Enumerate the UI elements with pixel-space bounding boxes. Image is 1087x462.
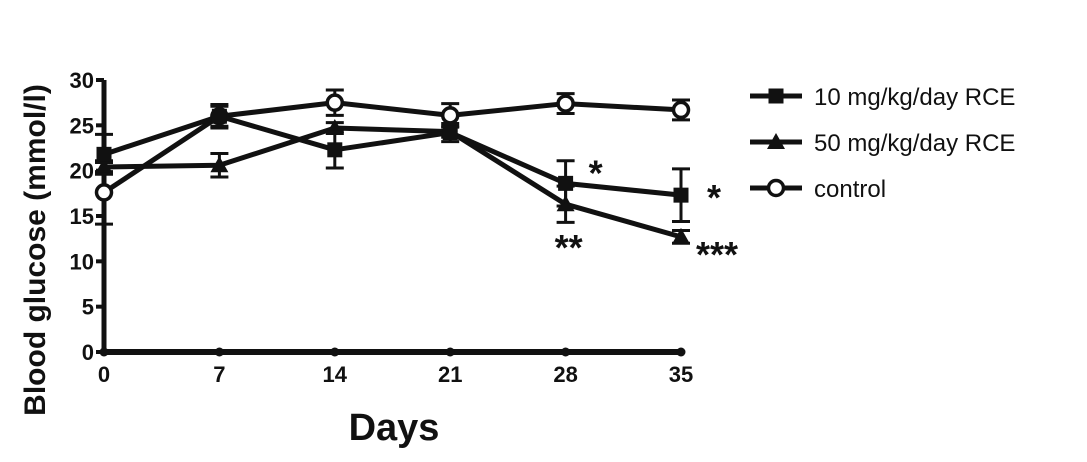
legend-item-triangle: 50 mg/kg/day RCE	[750, 130, 1015, 157]
y-tick-label: 15	[70, 204, 94, 229]
legend-marker	[766, 178, 786, 198]
x-axis-title: Days	[349, 407, 440, 449]
x-tick	[561, 347, 571, 357]
y-tick-label: 30	[70, 68, 94, 93]
x-tick	[330, 347, 340, 357]
legend-marker	[768, 88, 784, 104]
annotation-layer: **** ***	[555, 152, 738, 274]
x-tick-label: 7	[213, 362, 225, 387]
data-point	[558, 175, 574, 191]
legend-marker	[767, 133, 785, 149]
x-tick-label: 35	[669, 362, 693, 387]
y-tick-label: 5	[82, 295, 94, 320]
y-tick-label: 0	[82, 340, 94, 365]
data-point	[325, 93, 345, 112]
y-tick-label: 25	[70, 113, 94, 138]
series-line	[102, 100, 682, 195]
series-line	[103, 113, 682, 198]
data-point	[210, 156, 229, 173]
data-point	[442, 125, 458, 141]
data-point	[672, 227, 690, 244]
data-point	[327, 142, 343, 158]
legend-label: 50 mg/kg/day RCE	[814, 130, 1015, 157]
significance-marker: *	[589, 152, 603, 193]
y-tick-label: 10	[70, 249, 94, 274]
axes: 0 5 10 15 20 25 30 0 7 14 21 28 35	[70, 68, 694, 387]
data-point	[556, 94, 575, 113]
x-tick-label: 14	[323, 362, 348, 387]
legend-label: 10 mg/kg/day RCE	[814, 84, 1015, 111]
legend-label: control	[814, 176, 886, 203]
legend-item-circle: control	[750, 176, 886, 203]
data-point	[94, 183, 114, 202]
data-point	[440, 106, 460, 125]
data-point	[673, 187, 689, 203]
x-tick-label: 28	[553, 362, 577, 387]
x-tick	[445, 347, 455, 357]
x-tick	[99, 347, 109, 357]
x-tick-label: 0	[98, 362, 110, 387]
data-point	[211, 108, 227, 124]
significance-marker: **	[555, 227, 583, 268]
x-tick-label: 21	[438, 362, 462, 387]
series-layer	[94, 88, 691, 245]
significance-marker: *	[707, 177, 721, 218]
series-square	[95, 104, 690, 223]
y-axis-title: Blood glucose (mmol/l)	[19, 84, 52, 416]
series-line	[103, 125, 682, 240]
data-point	[671, 100, 691, 120]
data-point	[96, 146, 112, 162]
legend: 10 mg/kg/day RCE 50 mg/kg/day RCE control	[750, 84, 1015, 203]
significance-marker: ***	[696, 234, 738, 275]
y-tick-label: 20	[70, 159, 94, 184]
x-tick	[214, 347, 224, 357]
legend-item-square: 10 mg/kg/day RCE	[750, 84, 1015, 111]
x-tick	[676, 347, 686, 357]
